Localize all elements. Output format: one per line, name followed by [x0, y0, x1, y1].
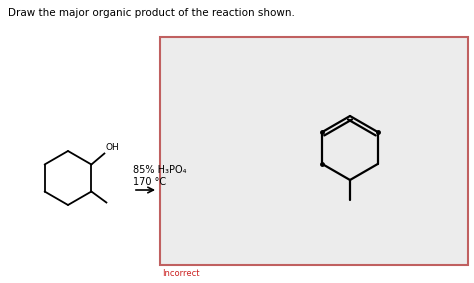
Text: OH: OH — [105, 143, 119, 151]
Text: 85% H₃PO₄: 85% H₃PO₄ — [133, 165, 186, 175]
FancyBboxPatch shape — [160, 37, 468, 265]
Text: Draw the major organic product of the reaction shown.: Draw the major organic product of the re… — [8, 8, 295, 18]
Text: 170 °C: 170 °C — [133, 177, 166, 187]
Text: Incorrect: Incorrect — [162, 269, 200, 278]
